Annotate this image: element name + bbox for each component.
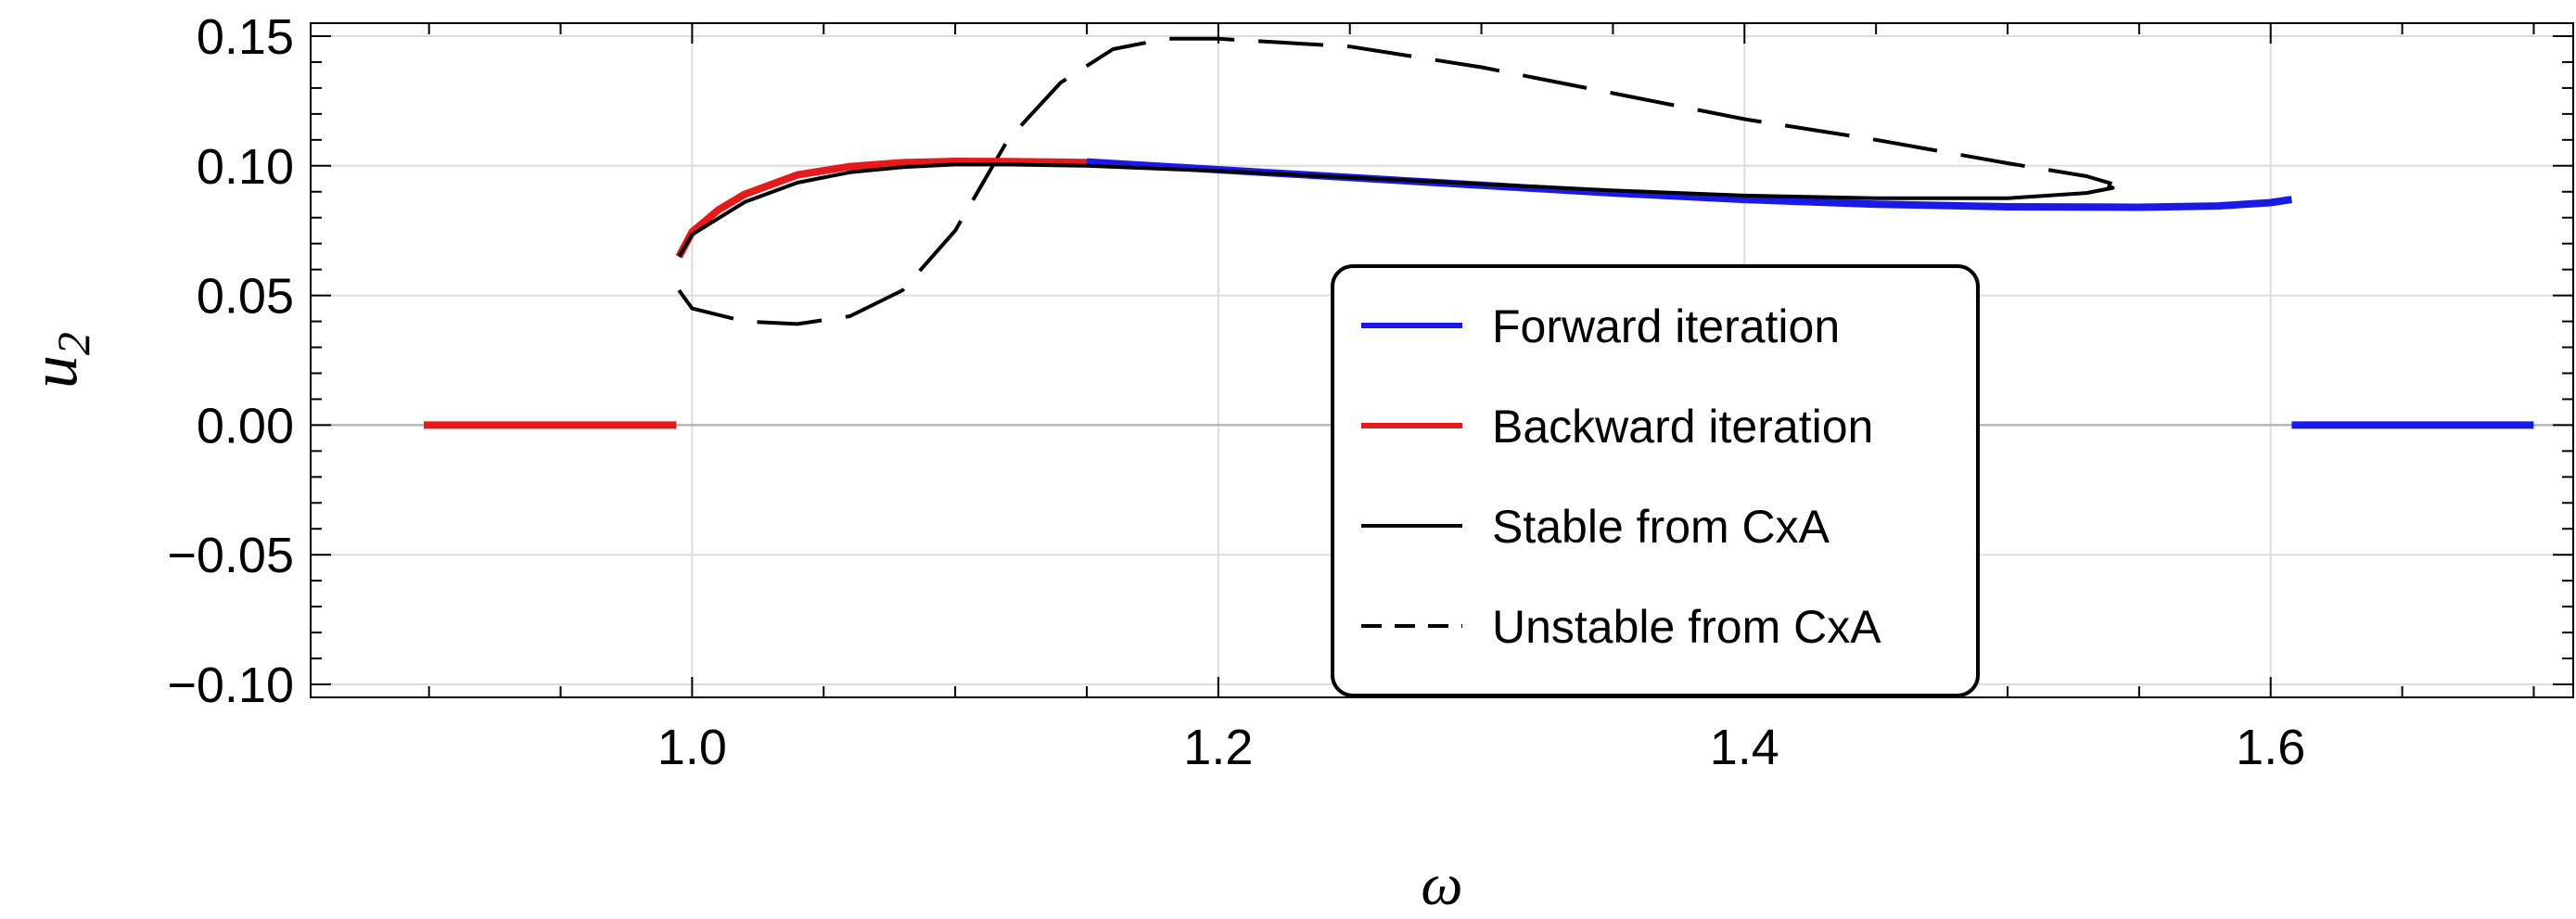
y-tick-label: −0.10 [167, 657, 294, 713]
y-axis-label-main: u [17, 355, 91, 389]
y-axis-label: u2 [17, 332, 99, 389]
legend-label-stable: Stable from CxA [1492, 501, 1830, 553]
legend-label-backward: Backward iteration [1492, 401, 1873, 453]
y-tick-label: 0.05 [197, 269, 294, 325]
x-tick-label: 1.2 [1183, 720, 1253, 775]
data-series [424, 36, 2534, 429]
legend-label-forward: Forward iteration [1492, 300, 1840, 352]
y-tick-label: 0.15 [197, 9, 294, 65]
x-tick-label: 1.6 [2236, 720, 2305, 775]
legend-box [1331, 264, 1980, 697]
x-tick-label: 1.4 [1710, 720, 1779, 775]
y-axis-label-subscript: 2 [47, 332, 99, 355]
legend: Forward iteration Backward iteration Stabl… [1331, 264, 1980, 697]
series-line-backward-iteration [675, 158, 1088, 259]
legend-label-unstable: Unstable from CxA [1492, 601, 1881, 653]
x-axis-label: ω [1421, 851, 1462, 917]
y-tick-label: 0.00 [197, 398, 294, 453]
y-tick-label: −0.05 [167, 528, 294, 583]
series-line-stable-from-cxa [677, 162, 2115, 258]
series-line-unstable-from-cxa [677, 36, 2114, 326]
x-tick-label: 1.0 [657, 720, 727, 775]
y-tick-label: 0.10 [197, 139, 294, 195]
axis-tick-labels: 1.0 1.2 1.4 1.6 −0.10 −0.05 0.00 0.05 0.10 0.15 [167, 9, 2305, 775]
